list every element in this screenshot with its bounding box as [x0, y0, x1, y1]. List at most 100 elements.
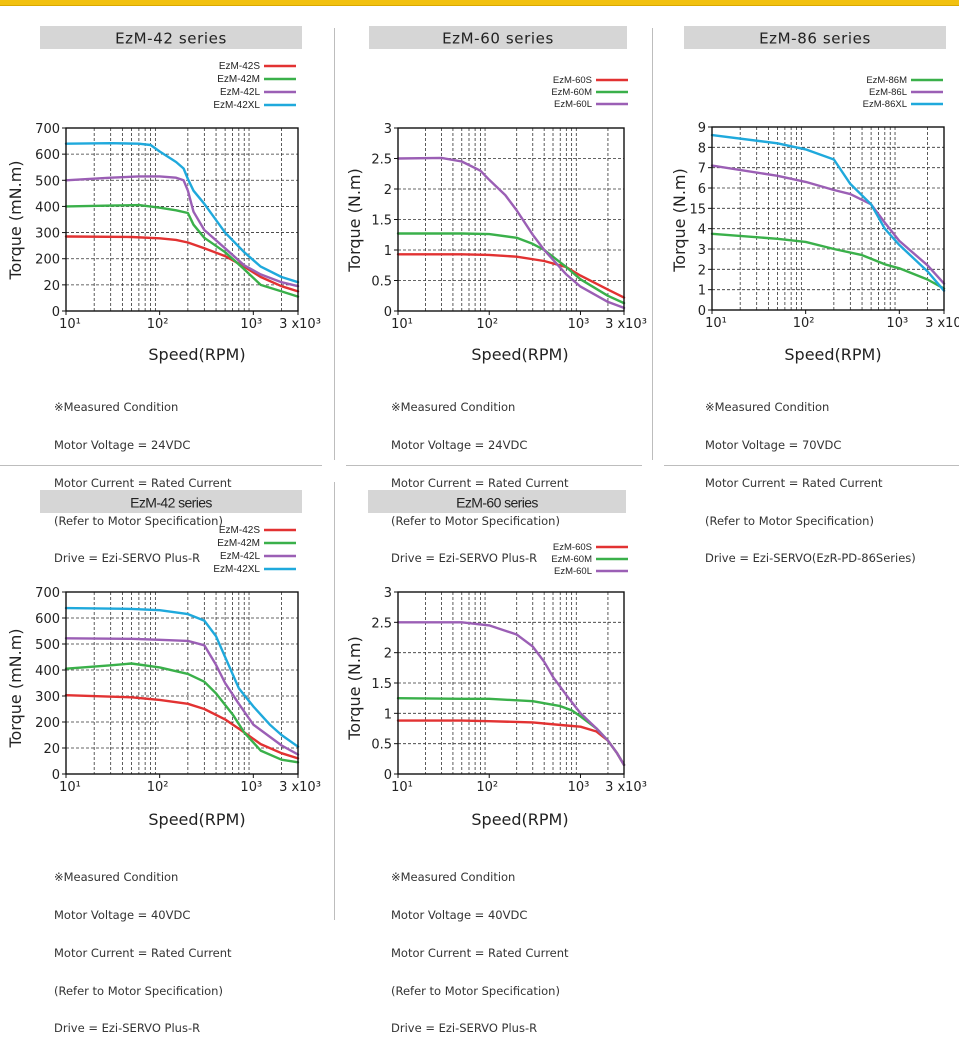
y-axis-label: Torque (N.m): [670, 168, 689, 273]
chart-title-box: [684, 26, 946, 49]
condition-drive: Drive = Ezi-SERVO Plus-R: [54, 551, 201, 566]
legend-label: EzM-42XL: [213, 100, 260, 111]
chart-title: EzM-60 series: [442, 30, 554, 48]
condition-reference: (Refer to Motor Specification): [54, 983, 223, 998]
x-tick-label: 10²: [476, 780, 498, 795]
condition-current: Motor Current = Rated Current: [391, 945, 569, 960]
legend-label: EzM-42S: [219, 61, 260, 72]
y-tick-label: 20: [43, 742, 60, 757]
plot-frame: [711, 126, 945, 311]
y-tick-label: 2: [384, 647, 392, 662]
y-tick-label: 700: [35, 586, 60, 601]
series-line-ezm-42m: [64, 662, 300, 764]
y-tick-label: 0: [52, 768, 60, 783]
legend-label: EzM-42M: [217, 538, 260, 549]
y-tick-label: 3: [698, 243, 706, 258]
y-tick-label: 9: [698, 121, 706, 136]
x-tick-label: 10³: [240, 780, 262, 795]
y-tick-label: 1.5: [371, 214, 392, 229]
divider-vertical-2: [652, 28, 653, 460]
chart-title-box: [368, 490, 626, 513]
condition-drive: Drive = Ezi-SERVO Plus-R: [54, 1021, 201, 1036]
condition-reference: (Refer to Motor Specification): [391, 513, 560, 528]
y-tick-label: 200: [35, 716, 60, 731]
condition-header: ※Measured Condition: [54, 870, 179, 885]
x-tick-label: 10³: [886, 316, 908, 331]
series-line-ezm-60s: [396, 253, 626, 299]
x-tick-label: 10²: [476, 317, 498, 332]
condition-voltage: Motor Voltage = 24VDC: [54, 437, 191, 452]
x-axis-label: Speed(RPM): [784, 345, 881, 364]
x-tick-label: 10²: [147, 317, 169, 332]
series-line-ezm-60s: [396, 719, 626, 767]
series-line-ezm-60m: [396, 697, 626, 767]
divider-horizontal-right: [664, 465, 959, 466]
series-line-ezm-42s: [64, 235, 300, 293]
y-tick-label: 500: [35, 174, 60, 189]
top-accent-bar: [0, 0, 959, 5]
chart-title: EzM-42 series: [115, 30, 227, 48]
y-tick-label: 8: [698, 141, 706, 156]
y-tick-label: 1.5: [371, 677, 392, 692]
x-tick-label: 3 x10³: [279, 780, 321, 795]
y-tick-label: 3: [384, 122, 392, 137]
condition-header: ※Measured Condition: [391, 400, 516, 415]
plot-frame: [65, 127, 299, 312]
legend-label: EzM-60S: [553, 75, 592, 86]
y-tick-label: 1: [384, 707, 392, 722]
y-tick-label: 300: [35, 690, 60, 705]
y-tick-label: 0: [384, 768, 392, 783]
y-tick-label: 1: [384, 244, 392, 259]
x-axis-label: Speed(RPM): [148, 345, 245, 364]
divider-horizontal-left: [0, 465, 322, 466]
y-tick-label: 600: [35, 148, 60, 163]
legend-label: EzM-60M: [551, 87, 592, 98]
chart-title-box: [40, 26, 302, 49]
x-axis-label: Speed(RPM): [471, 345, 568, 364]
condition-header: ※Measured Condition: [705, 400, 830, 415]
condition-current: Motor Current = Rated Current: [705, 475, 883, 490]
y-tick-label: 500: [35, 638, 60, 653]
x-axis-label: Speed(RPM): [148, 810, 245, 829]
series-line-ezm-42xl: [64, 606, 300, 748]
series-line-ezm-86m: [710, 232, 946, 290]
chart-title-box: [40, 490, 302, 513]
x-tick-label: 10¹: [391, 317, 413, 332]
condition-header: ※Measured Condition: [391, 870, 516, 885]
y-tick-label: 2: [384, 183, 392, 198]
y-tick-label: 3: [384, 586, 392, 601]
x-tick-label: 10¹: [59, 780, 81, 795]
chart-svg-3: EzM-86 series 0 1 2 3 4 15 6 7 8 9 10¹ 10² 10³ 3 x10³ T…: [670, 26, 959, 364]
series-line-ezm-42l: [64, 637, 300, 756]
y-tick-label: 0: [52, 305, 60, 320]
y-tick-label: 600: [35, 612, 60, 627]
chart-title: EzM-60 series: [456, 495, 538, 511]
condition-voltage: Motor Voltage = 70VDC: [705, 437, 842, 452]
series-line-ezm-86xl: [710, 133, 946, 292]
series-line-ezm-60l: [396, 156, 626, 310]
y-tick-label: 15: [689, 202, 706, 217]
y-tick-label: 0: [698, 304, 706, 319]
x-tick-label: 10¹: [59, 317, 81, 332]
x-tick-label: 3 x10³: [605, 317, 647, 332]
x-tick-label: 10²: [147, 780, 169, 795]
legend-label: EzM-42L: [220, 551, 260, 562]
condition-reference: (Refer to Motor Specification): [705, 513, 874, 528]
condition-drive: Drive = Ezi-SERVO Plus-R: [391, 551, 538, 566]
x-tick-label: 3 x10³: [279, 317, 321, 332]
y-tick-label: 2.5: [371, 616, 392, 631]
legend-label: EzM-42L: [220, 87, 260, 98]
plot-frame: [65, 591, 299, 775]
legend-label: EzM-86M: [866, 75, 907, 86]
condition-drive: Drive = Ezi-SERVO(EzR-PD-86Series): [705, 551, 916, 566]
series-line-ezm-42l: [64, 175, 300, 288]
divider-horizontal-mid: [346, 465, 642, 466]
y-axis-label: Torque (mN.m): [6, 628, 25, 748]
y-tick-label: 0.5: [371, 275, 392, 290]
series-line-ezm-86l: [710, 164, 946, 285]
divider-vertical-1: [334, 28, 335, 460]
x-tick-label: 10¹: [391, 780, 413, 795]
condition-note-3: ※Measured Condition Motor Voltage = 70VD…: [705, 376, 916, 590]
x-tick-label: 10¹: [705, 316, 727, 331]
condition-drive: Drive = Ezi-SERVO Plus-R: [391, 1021, 538, 1036]
